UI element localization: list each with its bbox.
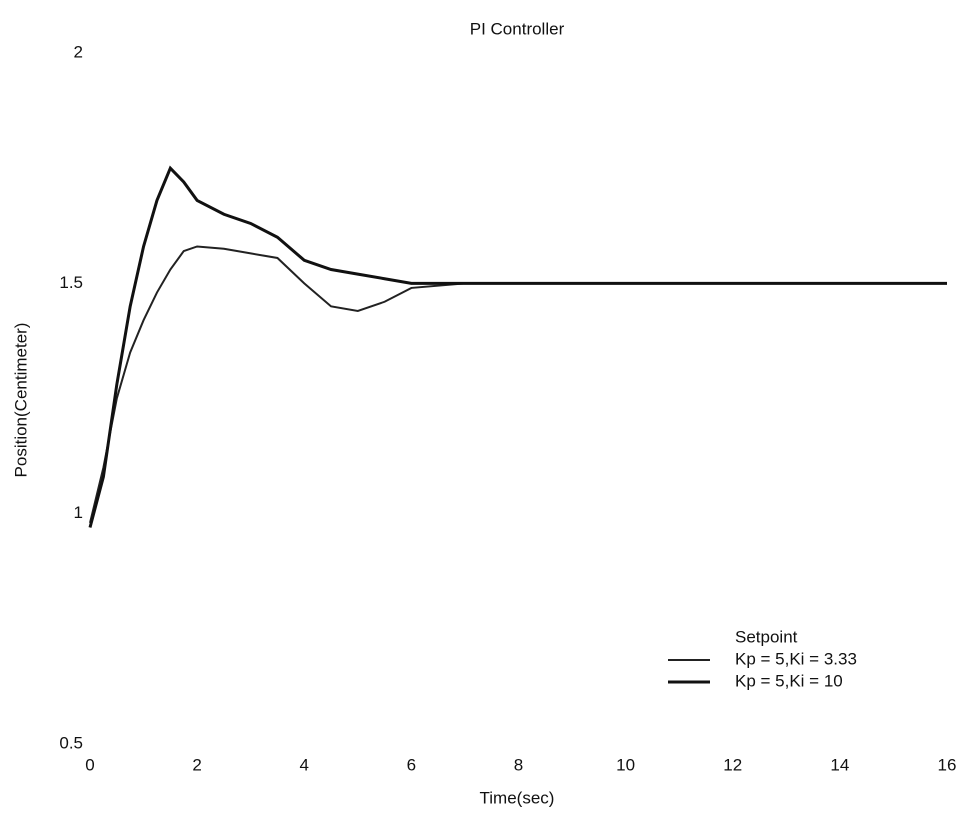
chart-title: PI Controller	[470, 19, 565, 38]
legend-label: Setpoint	[735, 627, 798, 646]
y-tick-label: 1	[74, 503, 83, 522]
series-line	[88, 165, 947, 528]
legend-label: Kp = 5,Ki = 10	[735, 671, 843, 690]
x-axis-label: Time(sec)	[480, 788, 555, 807]
x-tick-label: 0	[85, 755, 94, 774]
series-line	[89, 245, 947, 524]
x-tick-label: 10	[616, 755, 635, 774]
legend-label: Kp = 5,Ki = 3.33	[735, 649, 857, 668]
x-tick-label: 16	[938, 755, 957, 774]
y-tick-label: 2	[74, 42, 83, 61]
x-tick-label: 14	[830, 755, 849, 774]
x-tick-label: 4	[300, 755, 309, 774]
x-tick-label: 8	[514, 755, 523, 774]
x-tick-label: 6	[407, 755, 416, 774]
x-tick-label: 2	[192, 755, 201, 774]
x-tick-label: 12	[723, 755, 742, 774]
y-tick-label: 0.5	[59, 733, 83, 752]
y-axis-label: Position(Centimeter)	[11, 323, 30, 478]
y-tick-label: 1.5	[59, 273, 83, 292]
